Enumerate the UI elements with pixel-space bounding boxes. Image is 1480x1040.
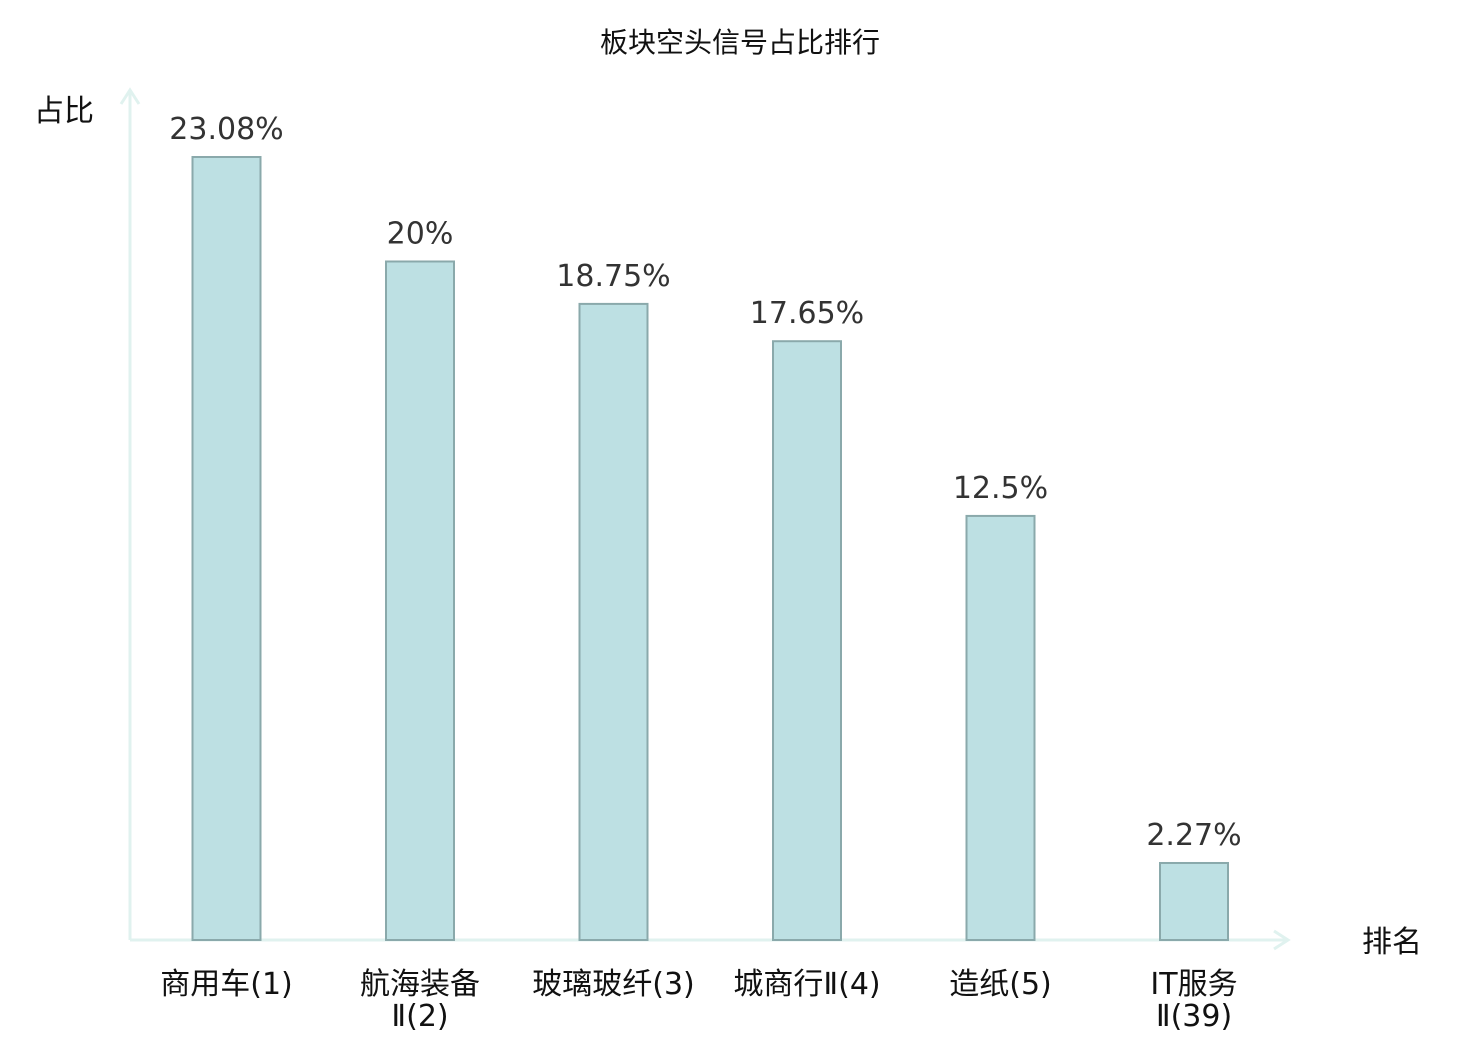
value-label-6: 2.27% bbox=[1146, 818, 1241, 853]
value-labels-group: 23.08% 20% 18.75% 17.65% 12.5% 2.27% bbox=[169, 112, 1241, 853]
value-label-1: 23.08% bbox=[169, 112, 283, 147]
category-label-2-line-2: Ⅱ(2) bbox=[391, 999, 448, 1034]
bar-1 bbox=[191, 156, 262, 941]
category-label-4: 城商行Ⅱ(4) bbox=[733, 967, 880, 1002]
value-label-5: 12.5% bbox=[953, 471, 1048, 506]
category-label-2-line-1: 航海装备 bbox=[360, 967, 480, 1002]
chart-title: 板块空头信号占比排行 bbox=[600, 26, 880, 59]
category-label-5: 造纸(5) bbox=[949, 967, 1052, 1002]
value-label-3: 18.75% bbox=[556, 259, 670, 294]
x-axis-arrow-icon bbox=[1273, 929, 1291, 951]
bars-group bbox=[191, 156, 1229, 942]
bar-2 bbox=[385, 260, 455, 941]
bar-6 bbox=[1159, 861, 1229, 942]
value-label-4: 17.65% bbox=[750, 296, 864, 331]
bar-4 bbox=[772, 340, 842, 941]
x-axis-label: 排名 bbox=[1362, 925, 1422, 960]
value-label-2: 20% bbox=[387, 216, 454, 251]
category-label-1: 商用车(1) bbox=[160, 967, 293, 1002]
category-label-3: 玻璃玻纤(3) bbox=[532, 967, 695, 1002]
category-label-6-line-1: IT服务 bbox=[1150, 967, 1237, 1002]
category-label-6-line-2: Ⅱ(39) bbox=[1156, 999, 1232, 1034]
bar-3 bbox=[578, 302, 649, 941]
y-axis-label: 占比 bbox=[34, 94, 94, 129]
y-axis-arrow-icon bbox=[119, 87, 141, 105]
bar-5 bbox=[965, 514, 1036, 941]
